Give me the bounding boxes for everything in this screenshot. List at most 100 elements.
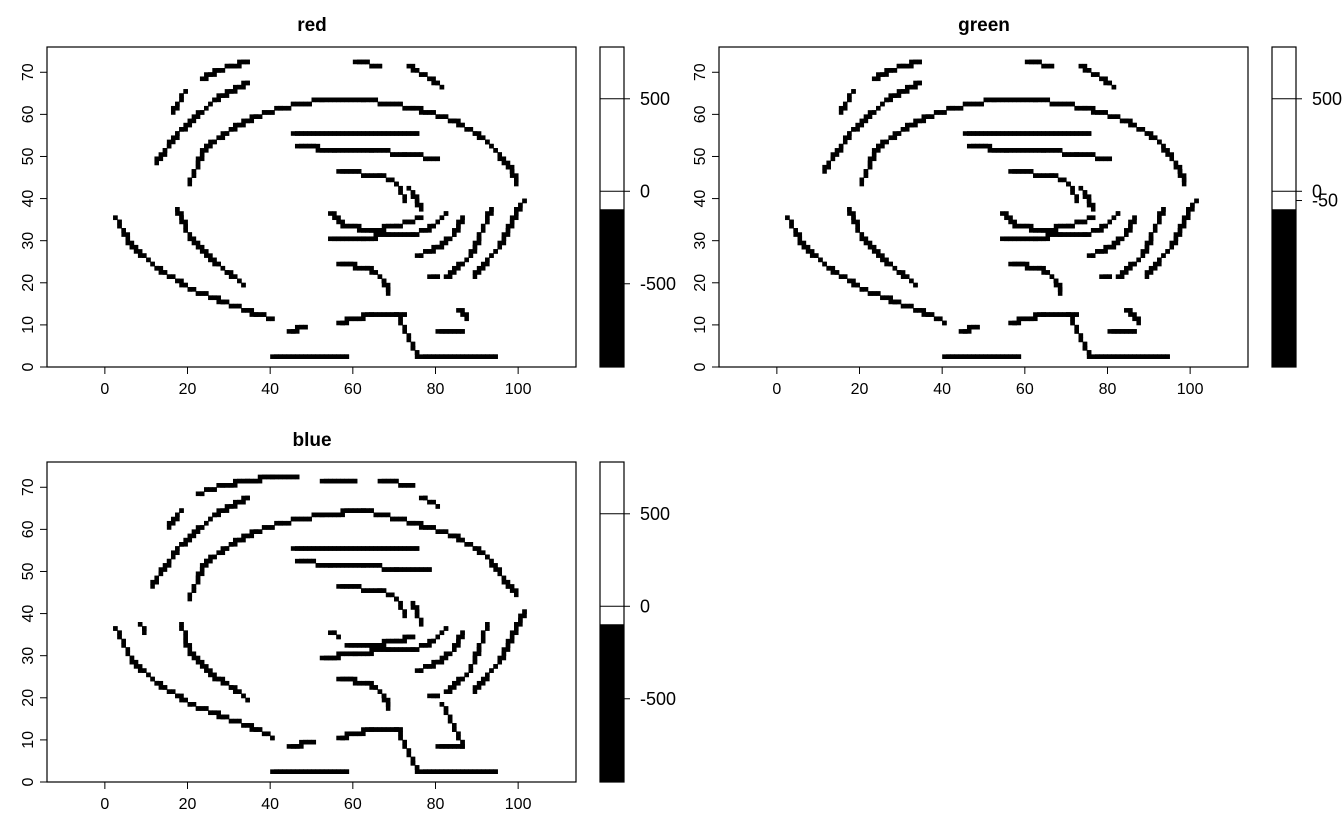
raster-cell xyxy=(1128,261,1133,267)
raster-cell xyxy=(1020,223,1026,229)
raster-cell xyxy=(183,122,188,128)
raster-cell xyxy=(1115,240,1121,246)
raster-cell xyxy=(344,261,350,267)
raster-cell xyxy=(842,135,848,141)
raster-cell xyxy=(518,622,523,627)
raster-cell xyxy=(1169,244,1175,250)
raster-cell xyxy=(509,584,515,589)
raster-cell xyxy=(476,680,482,686)
raster-cell xyxy=(447,685,453,690)
raster-cell xyxy=(1128,228,1133,233)
raster-cell xyxy=(220,483,226,488)
raster-cell xyxy=(398,546,403,551)
raster-cell xyxy=(1148,354,1154,359)
raster-cell xyxy=(406,748,412,753)
raster-cell xyxy=(904,303,910,309)
raster-cell xyxy=(1049,228,1055,233)
raster-cell xyxy=(452,118,457,124)
raster-cell xyxy=(1148,131,1154,136)
raster-cell xyxy=(979,101,984,107)
y-tick-label: 70 xyxy=(692,63,709,81)
raster-cell xyxy=(871,156,877,162)
raster-cell xyxy=(1004,215,1009,221)
raster-cell xyxy=(290,329,296,334)
raster-cell xyxy=(468,668,474,673)
raster-cell xyxy=(274,105,279,111)
raster-cell xyxy=(385,512,391,518)
raster-cell xyxy=(1186,207,1191,212)
raster-cell xyxy=(464,257,469,263)
raster-cell xyxy=(385,291,391,296)
raster-cell xyxy=(340,261,345,267)
raster-cell xyxy=(1136,354,1141,359)
raster-cell xyxy=(340,584,345,589)
raster-cell xyxy=(208,516,213,522)
raster-cell xyxy=(212,257,217,263)
raster-cell xyxy=(216,512,221,518)
raster-cell xyxy=(344,584,350,589)
raster-cell xyxy=(456,329,461,334)
raster-cell xyxy=(199,291,205,296)
raster-cell xyxy=(418,228,424,233)
x-tick-label: 100 xyxy=(505,381,532,398)
raster-cell xyxy=(1086,194,1092,199)
raster-cell xyxy=(1090,354,1096,359)
raster-cell xyxy=(282,769,288,774)
raster-cell xyxy=(489,558,494,564)
raster-cell xyxy=(1045,148,1051,153)
raster-cell xyxy=(452,265,457,271)
raster-cell xyxy=(456,308,461,313)
y-tick-label: 70 xyxy=(20,63,37,81)
raster-cell xyxy=(414,354,420,359)
raster-cell xyxy=(191,169,197,174)
raster-cell xyxy=(278,354,283,359)
raster-cell xyxy=(1086,253,1092,258)
raster-cell xyxy=(212,554,217,560)
raster-cell xyxy=(179,215,184,221)
raster-cell xyxy=(1016,148,1022,153)
raster-cell xyxy=(1177,164,1183,170)
raster-cell xyxy=(385,478,391,484)
raster-cell xyxy=(460,739,465,745)
raster-cell xyxy=(1008,354,1013,359)
raster-cell xyxy=(113,626,118,631)
raster-cell xyxy=(204,668,209,673)
raster-cell xyxy=(423,110,428,115)
raster-cell xyxy=(1148,236,1154,242)
raster-cell xyxy=(867,110,873,115)
raster-cell xyxy=(476,265,482,271)
raster-cell xyxy=(332,148,337,153)
raster-cell xyxy=(303,324,308,330)
raster-cell xyxy=(447,270,453,275)
raster-cell xyxy=(369,546,374,551)
raster-cell xyxy=(249,478,255,484)
raster-cell xyxy=(158,685,164,690)
raster-cell xyxy=(892,93,898,98)
raster-cell xyxy=(896,93,902,98)
raster-cell xyxy=(162,152,168,157)
raster-cell xyxy=(241,282,246,288)
raster-cell xyxy=(365,680,370,686)
raster-cell xyxy=(344,735,350,741)
raster-cell xyxy=(1157,211,1162,216)
raster-cell xyxy=(204,76,209,82)
raster-cell xyxy=(1161,354,1166,359)
raster-cell xyxy=(166,143,172,149)
raster-cell xyxy=(847,135,852,141)
raster-cell xyxy=(1024,223,1030,229)
raster-cell xyxy=(896,63,902,69)
raster-cell xyxy=(447,714,453,720)
raster-cell xyxy=(476,236,482,242)
raster-cell xyxy=(971,131,976,136)
y-tick-label: 50 xyxy=(20,562,37,580)
raster-cell xyxy=(1004,211,1009,216)
raster-cell xyxy=(1057,312,1063,317)
raster-cell xyxy=(232,63,238,69)
raster-cell xyxy=(896,131,902,136)
raster-cell xyxy=(1124,118,1129,124)
raster-cell xyxy=(888,299,893,305)
raster-cell xyxy=(456,638,461,644)
raster-cell xyxy=(1045,97,1051,103)
raster-cell xyxy=(1070,101,1075,107)
